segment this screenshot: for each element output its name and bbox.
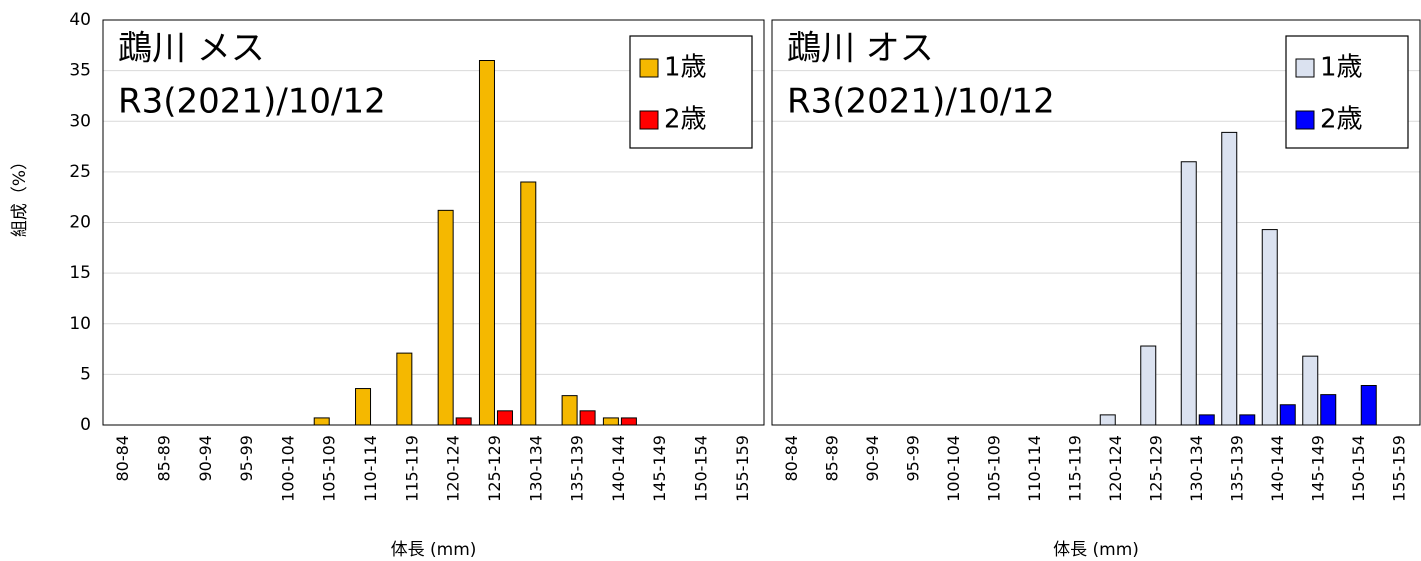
x-tick-label: 115-119 xyxy=(402,435,421,502)
x-tick-label: 115-119 xyxy=(1065,435,1084,502)
x-tick-label: 105-109 xyxy=(320,435,339,502)
x-tick-label: 135-139 xyxy=(1227,435,1246,502)
x-tick-label: 110-114 xyxy=(1025,435,1044,502)
x-tick-label: 120-124 xyxy=(1106,435,1125,502)
legend-swatch xyxy=(1295,58,1315,78)
x-tick-label: 125-129 xyxy=(485,435,504,502)
bar xyxy=(496,410,513,426)
y-tick-label: 5 xyxy=(80,364,91,384)
bar xyxy=(579,410,596,426)
bar xyxy=(1180,161,1197,426)
x-tick-label: 130-134 xyxy=(526,435,545,502)
x-tick-label: 140-144 xyxy=(1268,435,1287,502)
x-tick-label: 95-99 xyxy=(237,435,256,482)
legend-label: 2歳 xyxy=(664,105,707,135)
x-axis-title: 体長 (mm) xyxy=(391,540,477,560)
bar xyxy=(620,417,637,426)
x-tick-label: 150-154 xyxy=(692,435,711,502)
x-tick-label: 155-159 xyxy=(1389,435,1408,502)
panel-title: 鵡川 オス xyxy=(787,29,934,69)
x-tick-label: 120-124 xyxy=(444,435,463,502)
x-tick-label: 145-149 xyxy=(1308,435,1327,502)
x-tick-label: 85-89 xyxy=(154,435,173,482)
x-tick-label: 140-144 xyxy=(609,435,628,502)
x-tick-label: 80-84 xyxy=(782,435,801,482)
legend-label: 2歳 xyxy=(1320,105,1363,135)
bar xyxy=(313,417,330,426)
bar xyxy=(1140,345,1157,426)
x-tick-label: 130-134 xyxy=(1187,435,1206,502)
y-tick-label: 35 xyxy=(69,61,91,81)
x-tick-label: 85-89 xyxy=(822,435,841,482)
x-tick-label: 125-129 xyxy=(1146,435,1165,502)
y-tick-label: 10 xyxy=(69,314,91,334)
bar xyxy=(1239,414,1256,426)
bar xyxy=(396,352,413,426)
x-tick-label: 105-109 xyxy=(984,435,1003,502)
y-tick-label: 15 xyxy=(69,263,91,283)
bar xyxy=(1198,414,1215,426)
bar xyxy=(1099,414,1116,426)
x-tick-label: 110-114 xyxy=(361,435,380,502)
legend-label: 1歳 xyxy=(664,53,707,83)
legend-swatch xyxy=(639,58,659,78)
bar xyxy=(602,417,619,426)
bar xyxy=(1320,394,1337,426)
bar xyxy=(1360,385,1377,426)
y-tick-label: 0 xyxy=(80,415,91,435)
bar xyxy=(1261,229,1278,426)
x-tick-label: 95-99 xyxy=(903,435,922,482)
bar xyxy=(1221,131,1238,426)
panel-subtitle: R3(2021)/10/12 xyxy=(118,82,386,122)
x-tick-label: 90-94 xyxy=(196,435,215,482)
bar xyxy=(455,417,472,426)
plot-frame xyxy=(771,19,1421,426)
y-tick-label: 25 xyxy=(69,162,91,182)
x-tick-label: 155-159 xyxy=(733,435,752,502)
legend-label: 1歳 xyxy=(1320,53,1363,83)
bar xyxy=(478,60,495,426)
bar xyxy=(355,388,372,426)
legend-swatch xyxy=(1295,110,1315,130)
legend-swatch xyxy=(639,110,659,130)
y-tick-label: 30 xyxy=(69,111,91,131)
y-axis-title: 組成（%） xyxy=(10,153,30,237)
bar xyxy=(561,395,578,426)
bar xyxy=(520,181,537,426)
x-tick-label: 145-149 xyxy=(650,435,669,502)
plot-frame xyxy=(102,19,765,426)
bar xyxy=(437,209,454,426)
x-tick-label: 80-84 xyxy=(113,435,132,482)
panel-title: 鵡川 メス xyxy=(118,29,265,69)
bar xyxy=(1302,355,1319,426)
x-tick-label: 150-154 xyxy=(1349,435,1368,502)
y-tick-label: 20 xyxy=(69,213,91,233)
panel-subtitle: R3(2021)/10/12 xyxy=(787,82,1055,122)
y-tick-label: 40 xyxy=(69,10,91,30)
x-tick-label: 100-104 xyxy=(278,435,297,502)
x-tick-label: 135-139 xyxy=(568,435,587,502)
x-tick-label: 100-104 xyxy=(944,435,963,502)
bar xyxy=(1279,404,1296,426)
x-tick-label: 90-94 xyxy=(863,435,882,482)
x-axis-title: 体長 (mm) xyxy=(1053,540,1139,560)
